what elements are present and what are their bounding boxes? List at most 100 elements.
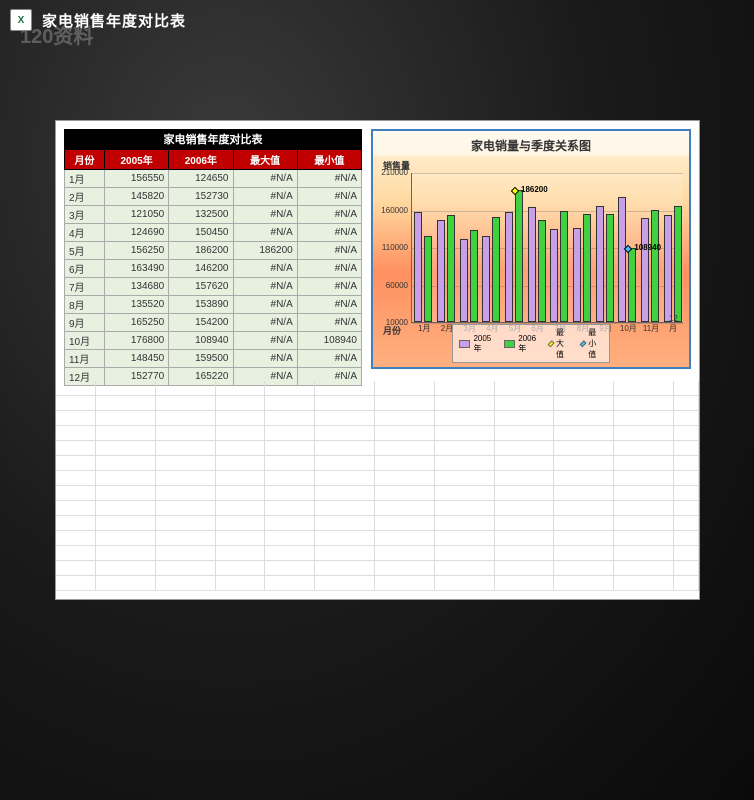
empty-cell[interactable] — [96, 486, 156, 501]
table-row[interactable]: 8月135520153890#N/A#N/A — [65, 296, 362, 314]
bar[interactable] — [470, 230, 478, 322]
empty-cell[interactable] — [674, 396, 699, 411]
table-header[interactable]: 月份 — [65, 150, 105, 170]
empty-cell[interactable] — [614, 561, 674, 576]
empty-cell[interactable] — [96, 426, 156, 441]
empty-cell[interactable] — [56, 501, 96, 516]
empty-cell[interactable] — [156, 411, 216, 426]
empty-cell[interactable] — [315, 471, 375, 486]
empty-cell[interactable] — [265, 486, 315, 501]
table-cell[interactable]: 1月 — [65, 170, 105, 188]
bar[interactable] — [583, 214, 591, 322]
bar[interactable] — [460, 239, 468, 322]
table-cell[interactable]: #N/A — [297, 170, 361, 188]
empty-cell[interactable] — [216, 471, 266, 486]
legend-item[interactable]: 最大值 — [549, 327, 571, 360]
empty-cell[interactable] — [495, 501, 555, 516]
empty-cell[interactable] — [674, 561, 699, 576]
bar[interactable] — [437, 220, 445, 322]
table-cell[interactable]: 5月 — [65, 242, 105, 260]
table-cell[interactable]: #N/A — [233, 332, 297, 350]
empty-cell[interactable] — [495, 411, 555, 426]
empty-cell[interactable] — [375, 426, 435, 441]
bar[interactable] — [538, 220, 546, 322]
table-cell[interactable]: 145820 — [105, 188, 169, 206]
empty-cell[interactable] — [375, 546, 435, 561]
bar[interactable] — [550, 229, 558, 323]
table-cell[interactable]: 7月 — [65, 278, 105, 296]
empty-cell[interactable] — [674, 501, 699, 516]
empty-cell[interactable] — [315, 561, 375, 576]
empty-cell[interactable] — [56, 396, 96, 411]
empty-cell[interactable] — [554, 546, 614, 561]
empty-cell[interactable] — [554, 561, 614, 576]
table-row[interactable]: 10月176800108940#N/A108940 — [65, 332, 362, 350]
empty-grid[interactable] — [56, 381, 699, 599]
empty-cell[interactable] — [614, 546, 674, 561]
table-cell[interactable]: #N/A — [233, 350, 297, 368]
empty-cell[interactable] — [674, 576, 699, 591]
empty-cell[interactable] — [56, 546, 96, 561]
empty-cell[interactable] — [156, 471, 216, 486]
table-cell[interactable]: 159500 — [169, 350, 233, 368]
empty-cell[interactable] — [435, 486, 495, 501]
empty-cell[interactable] — [554, 381, 614, 396]
bar[interactable] — [482, 236, 490, 322]
table-cell[interactable]: 176800 — [105, 332, 169, 350]
empty-cell[interactable] — [495, 381, 555, 396]
empty-cell[interactable] — [156, 456, 216, 471]
empty-cell[interactable] — [315, 456, 375, 471]
empty-cell[interactable] — [265, 426, 315, 441]
empty-cell[interactable] — [674, 531, 699, 546]
bar[interactable] — [606, 214, 614, 322]
empty-cell[interactable] — [56, 486, 96, 501]
table-row[interactable]: 4月124690150450#N/A#N/A — [65, 224, 362, 242]
table-row[interactable]: 6月163490146200#N/A#N/A — [65, 260, 362, 278]
legend-item[interactable]: 2005年 — [459, 327, 494, 360]
empty-cell[interactable] — [614, 486, 674, 501]
empty-cell[interactable] — [265, 456, 315, 471]
empty-cell[interactable] — [495, 441, 555, 456]
empty-cell[interactable] — [216, 531, 266, 546]
empty-cell[interactable] — [56, 411, 96, 426]
empty-cell[interactable] — [315, 486, 375, 501]
table-cell[interactable]: 134680 — [105, 278, 169, 296]
empty-cell[interactable] — [265, 411, 315, 426]
table-cell[interactable]: #N/A — [233, 224, 297, 242]
table-cell[interactable]: 152730 — [169, 188, 233, 206]
empty-cell[interactable] — [56, 426, 96, 441]
bar[interactable] — [414, 212, 422, 322]
empty-cell[interactable] — [216, 441, 266, 456]
table-cell[interactable]: 156550 — [105, 170, 169, 188]
empty-cell[interactable] — [216, 546, 266, 561]
table-cell[interactable]: 8月 — [65, 296, 105, 314]
empty-cell[interactable] — [614, 531, 674, 546]
table-cell[interactable]: 108940 — [297, 332, 361, 350]
empty-cell[interactable] — [265, 381, 315, 396]
empty-cell[interactable] — [56, 576, 96, 591]
table-header[interactable]: 2005年 — [105, 150, 169, 170]
empty-cell[interactable] — [96, 501, 156, 516]
empty-cell[interactable] — [495, 546, 555, 561]
empty-cell[interactable] — [375, 456, 435, 471]
empty-cell[interactable] — [614, 396, 674, 411]
empty-cell[interactable] — [96, 561, 156, 576]
empty-cell[interactable] — [96, 456, 156, 471]
table-row[interactable]: 5月156250186200186200#N/A — [65, 242, 362, 260]
empty-cell[interactable] — [554, 456, 614, 471]
empty-cell[interactable] — [495, 531, 555, 546]
empty-cell[interactable] — [315, 441, 375, 456]
table-header[interactable]: 最小值 — [297, 150, 361, 170]
empty-cell[interactable] — [216, 486, 266, 501]
empty-cell[interactable] — [435, 411, 495, 426]
empty-cell[interactable] — [435, 456, 495, 471]
legend-item[interactable]: 最小值 — [581, 327, 603, 360]
table-cell[interactable]: 2月 — [65, 188, 105, 206]
empty-cell[interactable] — [96, 411, 156, 426]
empty-cell[interactable] — [375, 516, 435, 531]
bar[interactable] — [596, 206, 604, 322]
table-cell[interactable]: 146200 — [169, 260, 233, 278]
empty-cell[interactable] — [96, 441, 156, 456]
empty-cell[interactable] — [156, 426, 216, 441]
table-cell[interactable]: 124690 — [105, 224, 169, 242]
